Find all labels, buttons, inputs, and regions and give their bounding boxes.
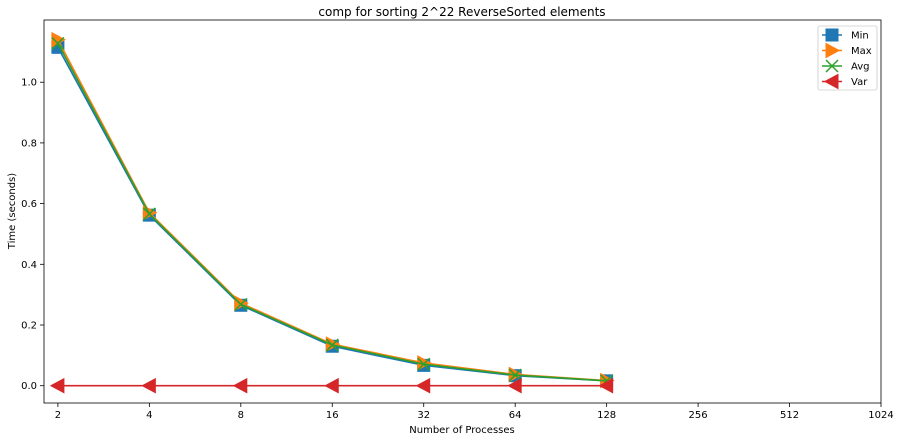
legend-marker-var [823, 73, 839, 90]
legend-label: Avg [851, 62, 870, 73]
y-tick-label: 0.4 [21, 260, 37, 271]
data-point-avg [234, 297, 248, 311]
x-tick-label: 16 [326, 410, 339, 421]
x-marker-stroke [51, 36, 65, 50]
x-marker-stroke [234, 297, 248, 311]
x-tick-label: 8 [238, 410, 244, 421]
legend-marker-avg [825, 59, 839, 73]
data-point-var [49, 377, 65, 394]
y-tick-label: 0.8 [21, 138, 37, 149]
x-tick-label: 256 [689, 410, 708, 421]
data-point-avg [51, 36, 65, 50]
legend-box [817, 25, 878, 91]
x-marker-stroke [325, 338, 339, 352]
x-tick-label: 128 [597, 410, 616, 421]
x-marker-stroke [417, 357, 431, 371]
x-axis: 2 4 8 16 32 64 128 256 512 1024 [55, 403, 894, 421]
legend-item-var: Var [822, 73, 868, 90]
x-marker-stroke [142, 207, 156, 221]
y-tick-label: 1.0 [21, 78, 37, 89]
legend-item-min: Min [822, 28, 869, 42]
x-axis-title: Number of Processes [409, 425, 514, 436]
data-point-avg [508, 368, 522, 382]
data-point-var [507, 377, 522, 394]
data-point-var [598, 377, 614, 394]
x-tick-label: 2 [55, 410, 61, 421]
data-point-avg [325, 338, 339, 352]
x-tick-label: 1024 [868, 410, 893, 421]
x-marker-stroke [825, 59, 839, 73]
legend-label: Max [851, 46, 872, 57]
data-point-avg [417, 357, 431, 371]
x-tick-label: 32 [417, 410, 430, 421]
series-avg [51, 36, 614, 388]
y-tick-label: 0.0 [21, 381, 37, 392]
y-tick-label: 0.6 [21, 199, 37, 210]
y-axis: 0.0 0.2 0.4 0.6 0.8 1.0 [21, 78, 44, 392]
series-layer [49, 31, 615, 394]
y-tick-label: 0.2 [21, 321, 37, 332]
data-point-avg [142, 207, 156, 221]
chart-title: comp for sorting 2^22 ReverseSorted elem… [318, 5, 605, 19]
legend-item-max: Max [822, 42, 872, 59]
legend-label: Min [851, 31, 869, 42]
series-var [49, 377, 614, 394]
data-point-var [415, 377, 431, 394]
legend-label: Var [851, 77, 868, 88]
x-tick-label: 512 [780, 410, 799, 421]
x-tick-label: 64 [509, 410, 522, 421]
data-point-var [141, 377, 156, 394]
legend-marker-max [825, 42, 841, 59]
legend-item-avg: Avg [822, 59, 870, 73]
plot-area [43, 19, 882, 404]
data-point-var [324, 377, 339, 394]
legend-marker-min [825, 28, 839, 42]
y-axis-title: Time (seconds) [7, 173, 18, 250]
x-marker-stroke [508, 368, 522, 382]
x-tick-label: 4 [146, 410, 152, 421]
legend: Min Max Avg Var [817, 25, 878, 91]
data-point-var [232, 377, 248, 394]
